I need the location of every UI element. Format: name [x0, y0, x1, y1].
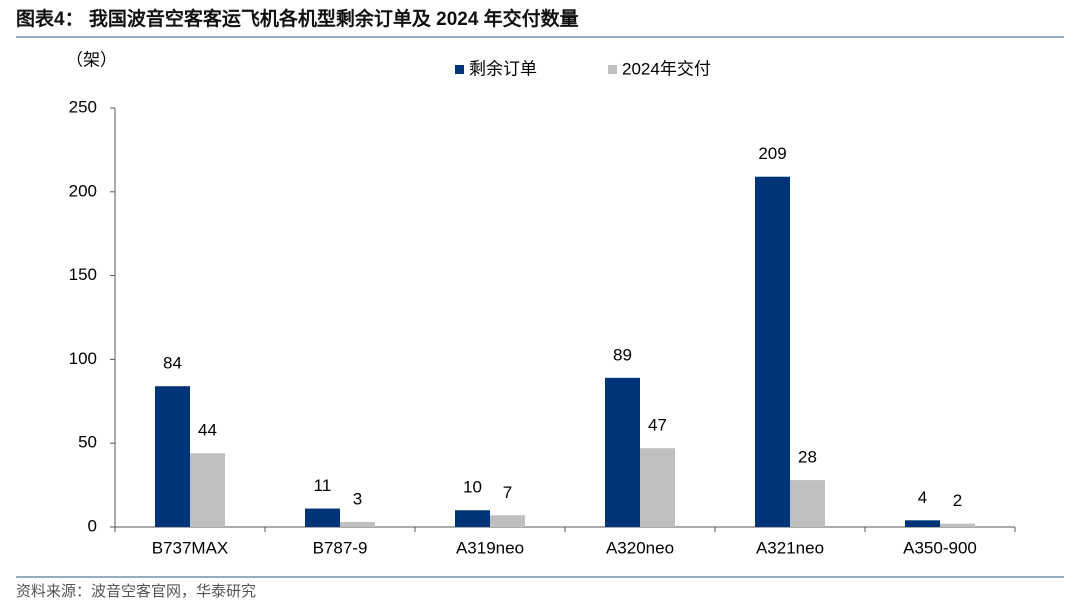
- data-label: 28: [798, 448, 817, 467]
- bar: [490, 515, 525, 527]
- data-label: 89: [613, 345, 632, 364]
- data-label: 44: [198, 421, 217, 440]
- data-label: 209: [758, 144, 786, 163]
- bar: [455, 510, 490, 527]
- source: 资料来源：波音空客官网，华泰研究: [16, 583, 256, 600]
- y-axis-label: （架）: [66, 50, 117, 69]
- chart-title: 图表4： 我国波音空客客运飞机各机型剩余订单及 2024 年交付数量: [16, 7, 579, 30]
- data-label: 11: [314, 476, 332, 495]
- legend-swatch: [455, 65, 464, 74]
- x-tick-label: B737MAX: [152, 538, 229, 557]
- data-label: 4: [918, 488, 927, 507]
- y-tick-label: 0: [88, 516, 97, 535]
- x-tick-label: A320neo: [606, 538, 674, 557]
- bar: [905, 520, 940, 527]
- y-tick-label: 100: [69, 349, 97, 368]
- bar: [155, 386, 190, 527]
- data-label: 47: [648, 416, 667, 435]
- bar: [640, 448, 675, 527]
- x-tick-label: A321neo: [756, 538, 824, 557]
- bar: [790, 480, 825, 527]
- bar: [305, 508, 340, 527]
- legend-label: 2024年交付: [622, 59, 711, 78]
- bar: [605, 377, 640, 527]
- x-tick-label: A350-900: [903, 538, 977, 557]
- legend-swatch: [608, 65, 617, 74]
- x-tick-label: A319neo: [456, 538, 524, 557]
- bar: [755, 176, 790, 527]
- data-label: 10: [463, 478, 482, 497]
- bar: [190, 453, 225, 527]
- bar: [340, 521, 375, 527]
- y-tick-label: 200: [69, 181, 97, 200]
- data-label: 3: [353, 489, 362, 508]
- data-label: 84: [163, 354, 182, 373]
- legend-label: 剩余订单: [469, 59, 537, 78]
- y-tick-label: 250: [69, 97, 97, 116]
- x-tick-label: B787-9: [313, 538, 368, 557]
- y-tick-label: 50: [78, 433, 97, 452]
- data-label: 2: [953, 491, 962, 510]
- data-label: 7: [503, 483, 512, 502]
- y-tick-label: 150: [69, 265, 97, 284]
- bar: [940, 523, 975, 527]
